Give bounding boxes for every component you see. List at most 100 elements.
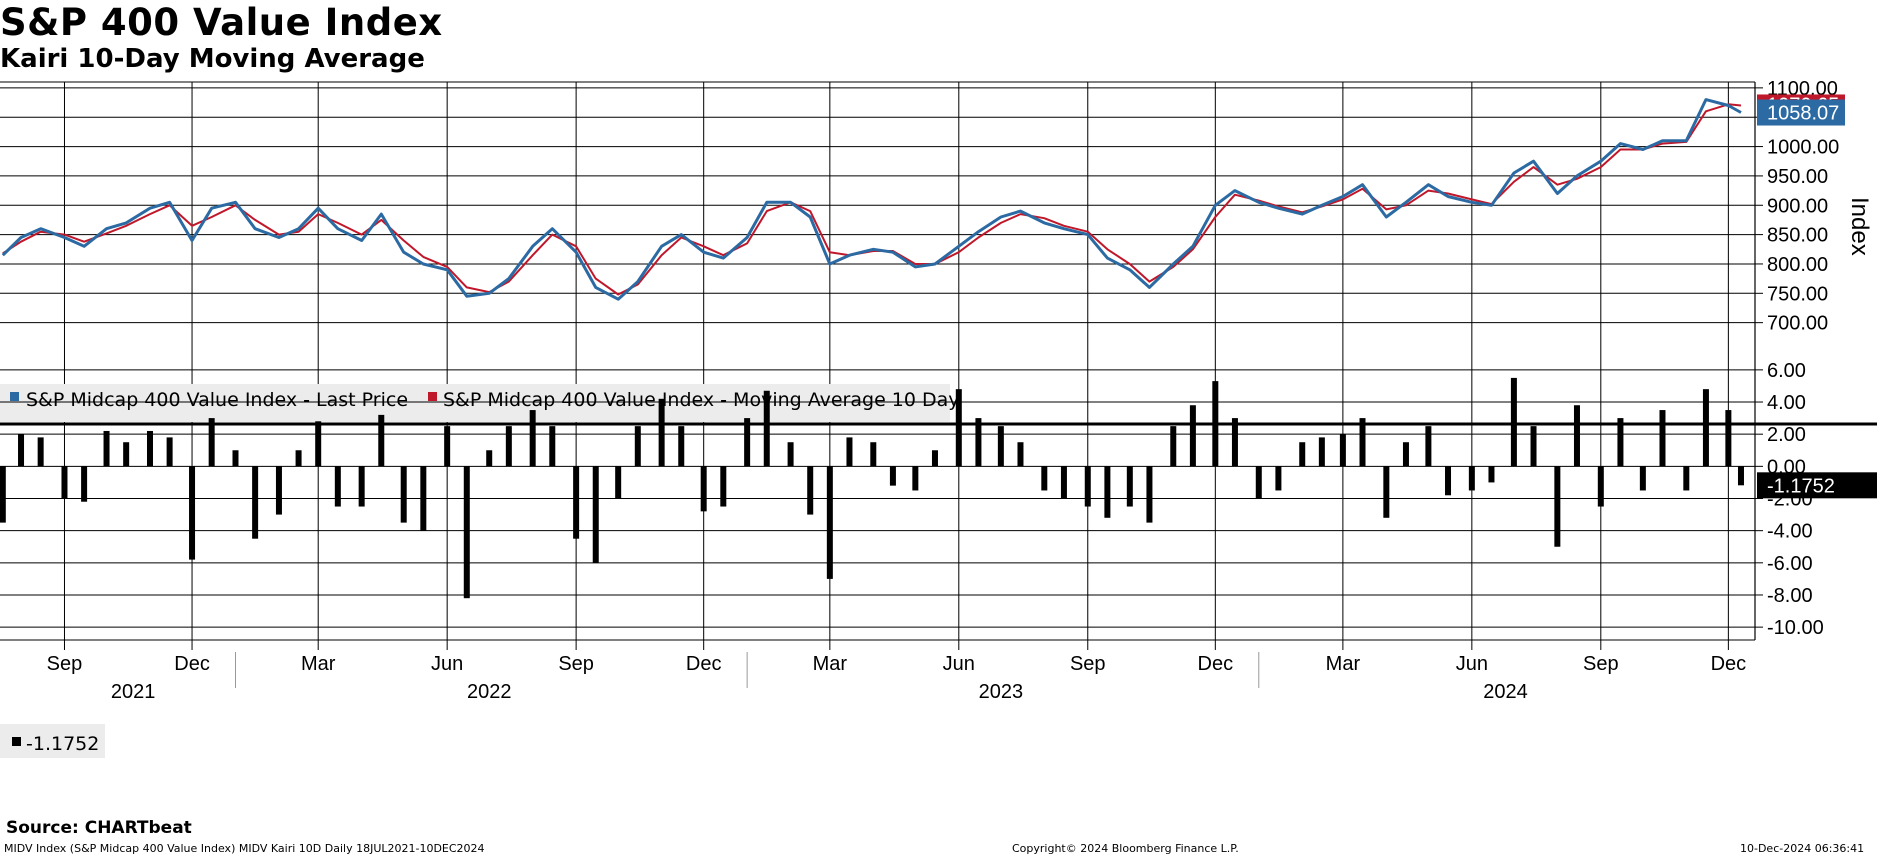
kairi-bar	[549, 426, 556, 467]
kairi-bar	[61, 466, 68, 499]
kairi-bar	[1530, 426, 1537, 467]
y-tick-label: 850.00	[1767, 225, 1828, 247]
x-tick-label: Jun	[431, 653, 463, 675]
x-tick-label: Dec	[174, 653, 210, 675]
moving-average-line	[2, 103, 1742, 296]
x-tick-label: Sep	[558, 653, 594, 675]
kairi-bar	[1425, 426, 1432, 467]
kairi-bar	[1359, 418, 1366, 467]
kairi-bar	[955, 389, 962, 467]
footer-timestamp: 10-Dec-2024 06:36:41	[1740, 842, 1865, 855]
kairi-bar	[889, 466, 896, 486]
kairi-bar	[634, 426, 641, 467]
kairi-bar	[1617, 418, 1624, 467]
last-price-label: 1058.07	[1767, 103, 1839, 125]
x-tick-label: Dec	[1711, 653, 1747, 675]
legend-swatch-last-price	[10, 392, 19, 401]
kairi-bar	[358, 466, 365, 507]
kairi-bar	[1060, 466, 1067, 499]
kairi-bar	[912, 466, 919, 491]
kairi-bar	[1725, 410, 1732, 467]
kairi-bar	[1170, 426, 1177, 467]
kairi-bar	[315, 421, 322, 467]
x-year-label: 2022	[467, 681, 512, 703]
y-tick-label: 2.00	[1767, 424, 1806, 446]
kairi-bar	[1084, 466, 1091, 507]
kairi-legend-swatch	[12, 737, 21, 746]
kairi-bar	[592, 466, 599, 563]
y-axis-label: Index	[1846, 197, 1873, 256]
kairi-bar	[1146, 466, 1153, 523]
last-price-line	[1, 98, 1742, 301]
kairi-bar	[486, 450, 493, 467]
x-tick-label: Sep	[47, 653, 83, 675]
source-label: Source: CHARTbeat	[6, 818, 192, 838]
kairi-bar	[1573, 405, 1580, 467]
y-tick-label: 1100.00	[1767, 78, 1838, 100]
kairi-bar	[1488, 466, 1495, 483]
kairi-bar	[1041, 466, 1048, 491]
x-tick-label: Mar	[301, 653, 336, 675]
kairi-bar	[763, 390, 770, 467]
kairi-bar	[208, 418, 215, 467]
y-tick-label: 950.00	[1767, 166, 1828, 188]
y-tick-label: 800.00	[1767, 254, 1828, 276]
kairi-bar	[1597, 466, 1604, 507]
kairi-bar	[700, 466, 707, 512]
x-tick-label: Mar	[813, 653, 848, 675]
chart-canvas: Sep Dec Mar Jun Sep Dec Mar Jun Sep Dec Mar Jun Sep D…	[0, 78, 1877, 758]
kairi-bar	[1189, 405, 1196, 467]
legend-background	[0, 384, 950, 422]
legend-swatch-moving-average	[428, 392, 437, 401]
kairi-bar	[334, 466, 341, 507]
kairi-bar	[146, 430, 153, 467]
kairi-bar	[37, 437, 44, 467]
kairi-bar	[615, 466, 622, 499]
kairi-bar	[1339, 434, 1346, 467]
kairi-bar	[166, 437, 173, 467]
kairi-bar	[505, 426, 512, 467]
last-price-tag	[1757, 99, 1845, 126]
y-tick-label: -8.00	[1767, 585, 1813, 607]
kairi-bar	[252, 466, 259, 539]
kairi-bar	[807, 466, 814, 515]
kairi-bar	[1299, 442, 1306, 467]
kairi-bar	[444, 426, 451, 467]
kairi-bar	[1255, 466, 1262, 499]
kairi-bar	[1702, 389, 1709, 467]
x-year-label: 2024	[1483, 681, 1528, 703]
y-tick-label: -10.00	[1767, 617, 1824, 639]
kairi-bar	[658, 398, 665, 467]
kairi-bar	[81, 466, 88, 502]
kairi-bar	[1017, 442, 1024, 467]
x-tick-label: Mar	[1326, 653, 1361, 675]
kairi-bar	[123, 442, 130, 467]
x-year-label: 2021	[111, 681, 156, 703]
kairi-value-label: -1.1752	[1767, 475, 1835, 497]
kairi-bar	[1104, 466, 1111, 518]
x-tick-label: Jun	[1456, 653, 1488, 675]
footer-copyright: Copyright© 2024 Bloomberg Finance L.P.	[1012, 842, 1239, 855]
kairi-bar	[870, 442, 877, 467]
y-tick-label: 900.00	[1767, 195, 1828, 217]
kairi-bar	[1126, 466, 1133, 507]
kairi-bar	[1468, 466, 1475, 491]
kairi-bar	[846, 437, 853, 467]
y-tick-label: 4.00	[1767, 392, 1806, 414]
page-title: S&P 400 Value Index	[0, 1, 443, 44]
x-tick-label: Dec	[686, 653, 722, 675]
kairi-bar	[189, 466, 196, 560]
kairi-bar	[1659, 410, 1666, 467]
kairi-bar	[1383, 466, 1390, 518]
legend-label-last-price: S&P Midcap 400 Value Index - Last Price	[26, 389, 408, 411]
kairi-bar	[1683, 466, 1690, 491]
kairi-bar	[378, 414, 385, 467]
kairi-bar	[18, 434, 25, 467]
kairi-bar	[400, 466, 407, 523]
x-year-label: 2023	[979, 681, 1024, 703]
kairi-bar	[420, 466, 427, 531]
kairi-bar	[1318, 437, 1325, 467]
y-tick-label: 6.00	[1767, 360, 1806, 382]
x-tick-label: Sep	[1070, 653, 1106, 675]
y-tick-label: 1000.00	[1767, 137, 1839, 159]
